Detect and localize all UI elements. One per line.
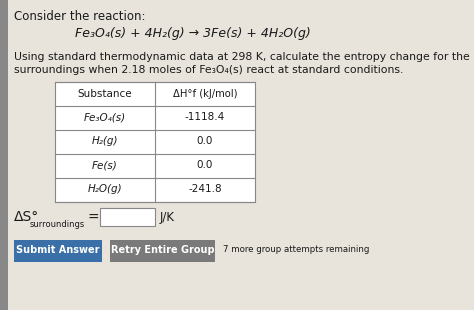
Text: =: = [88, 211, 100, 225]
Bar [100, 208, 155, 226]
Text: Retry Entire Group: Retry Entire Group [111, 245, 214, 255]
Text: Using standard thermodynamic data at 298 K, calculate the entropy change for the: Using standard thermodynamic data at 298… [14, 52, 470, 62]
Text: Fe₃O₄(s) + 4H₂(g) → 3Fe(s) + 4H₂O(g): Fe₃O₄(s) + 4H₂(g) → 3Fe(s) + 4H₂O(g) [75, 27, 311, 40]
Text: 0.0: 0.0 [197, 136, 213, 146]
Text: 0.0: 0.0 [197, 160, 213, 170]
Bar [110, 240, 215, 262]
Text: Submit Answer: Submit Answer [16, 245, 100, 255]
Text: J/K: J/K [160, 211, 175, 224]
Text: ΔH°f (kJ/mol): ΔH°f (kJ/mol) [173, 89, 237, 99]
Text: H₂(g): H₂(g) [92, 136, 118, 146]
Text: ΔS°: ΔS° [14, 210, 39, 224]
Bar [14, 240, 102, 262]
Text: H₂O(g): H₂O(g) [88, 184, 122, 194]
Text: -1118.4: -1118.4 [185, 112, 225, 122]
Bar [55, 82, 255, 202]
Text: Consider the reaction:: Consider the reaction: [14, 10, 146, 23]
Text: -241.8: -241.8 [188, 184, 222, 194]
Text: Fe₃O₄(s): Fe₃O₄(s) [84, 112, 126, 122]
Text: 7 more group attempts remaining: 7 more group attempts remaining [223, 245, 369, 254]
Text: Substance: Substance [78, 89, 132, 99]
Text: surroundings: surroundings [30, 220, 85, 229]
Text: surroundings when 2.18 moles of Fe₃O₄(s) react at standard conditions.: surroundings when 2.18 moles of Fe₃O₄(s)… [14, 65, 403, 75]
Bar [0, 0, 8, 310]
Text: Fe(s): Fe(s) [92, 160, 118, 170]
